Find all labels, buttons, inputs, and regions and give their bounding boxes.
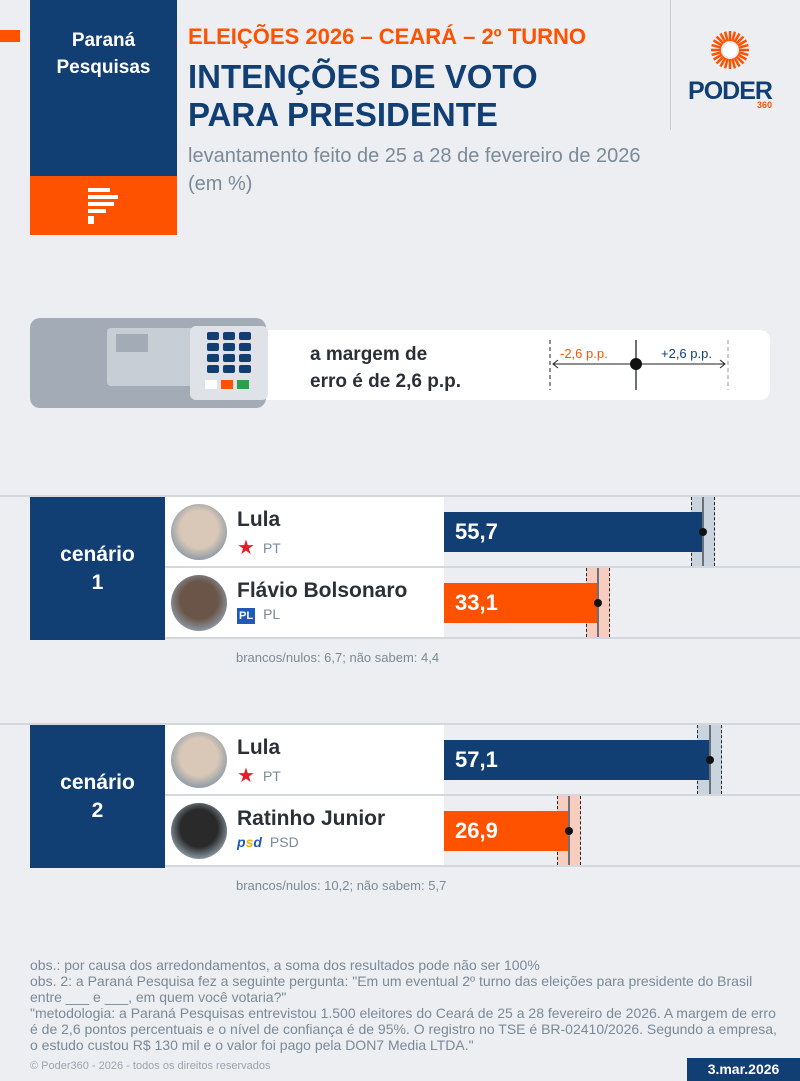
party: ★ PT — [237, 535, 281, 560]
party: PL PL — [237, 606, 281, 624]
poder-word: PODER — [688, 77, 773, 105]
note-1: obs.: por causa dos arredondamentos, a s… — [30, 957, 540, 973]
accent-tab — [0, 30, 20, 42]
pollster-brand: Paraná Pesquisas — [30, 0, 177, 176]
candidate-avatar — [171, 803, 227, 859]
poder360-logo: PODER 360 — [688, 30, 773, 110]
candidate-row: Lula ★ PT 57,1 — [165, 725, 800, 796]
candidate-name: Flávio Bolsonaro — [237, 579, 408, 602]
candidate-name: Lula — [237, 736, 281, 759]
brand-line2: Pesquisas — [56, 57, 151, 78]
candidate-row: Lula ★ PT 55,7 — [165, 497, 800, 568]
scenario-label: cenário 1 — [30, 497, 165, 640]
notes: obs.: por causa dos arredondamentos, a s… — [30, 957, 780, 1053]
party-name: PL — [263, 606, 281, 622]
scenario-label: cenário 2 — [30, 725, 165, 868]
value-dot — [699, 528, 707, 536]
pollster-logo-icon — [30, 176, 177, 235]
vote-bar: 55,7 — [444, 512, 703, 552]
note-methodology: "metodologia: a Paraná Pesquisas entrevi… — [30, 1005, 777, 1053]
candidate-name: Lula — [237, 508, 281, 531]
candidate-name: Ratinho Junior — [237, 807, 386, 830]
scenario-note: brancos/nulos: 6,7; não sabem: 4,4 — [236, 650, 440, 665]
title-line2: PARA PRESIDENTE — [188, 96, 498, 133]
margin-minus: -2,6 p.p. — [560, 346, 608, 361]
value-dot — [565, 827, 574, 835]
margin-line2: erro é de 2,6 p.p. — [310, 371, 461, 392]
vote-bar: 26,9 — [444, 811, 570, 851]
subtitle: levantamento feito de 25 a 28 de feverei… — [188, 145, 641, 195]
party-logo-icon: psd — [237, 834, 262, 850]
party-name: PT — [262, 539, 281, 556]
candidate-row: Flávio Bolsonaro PL PL 33,1 — [165, 568, 800, 639]
kicker: ELEIÇÕES 2026 – CEARÁ – 2º TURNO — [188, 24, 587, 49]
margin-diagram — [549, 340, 729, 390]
sun-icon — [711, 31, 749, 69]
candidate-avatar — [171, 504, 227, 560]
publish-date: 3.mar.2026 — [687, 1058, 800, 1081]
candidate-avatar — [171, 732, 227, 788]
divider — [670, 0, 671, 130]
margin-text: a margem de erro é de 2,6 p.p. — [310, 341, 461, 395]
value-dot — [593, 599, 602, 607]
candidate-avatar — [171, 575, 227, 631]
party-logo-icon: ★ — [237, 537, 255, 559]
margin-line1: a margem de — [310, 344, 428, 365]
voting-machine-icon — [30, 318, 268, 408]
party-name: PT — [262, 767, 281, 784]
party-logo-icon: ★ — [237, 765, 255, 787]
copyright: © Poder360 - 2026 - todos os direitos re… — [30, 1060, 271, 1072]
party: psd PSD — [237, 834, 299, 850]
title-line1: INTENÇÕES DE VOTO — [188, 58, 538, 95]
poder-number: 360 — [756, 100, 772, 110]
party-name: PSD — [269, 834, 299, 850]
party: ★ PT — [237, 763, 281, 788]
page-title: INTENÇÕES DE VOTO PARA PRESIDENTE — [188, 58, 538, 134]
scenario-note: brancos/nulos: 10,2; não sabem: 5,7 — [236, 878, 447, 893]
brand-line1: Paraná — [71, 30, 136, 51]
party-logo-icon: PL — [237, 608, 256, 624]
margin-plus: +2,6 p.p. — [661, 346, 712, 361]
candidate-row: Ratinho Junior psd PSD 26,9 — [165, 796, 800, 867]
vote-bar: 57,1 — [444, 740, 710, 780]
note-2: obs. 2: a Paraná Pesquisa fez a seguinte… — [30, 973, 753, 1005]
vote-bar: 33,1 — [444, 583, 598, 623]
value-dot — [705, 756, 714, 764]
